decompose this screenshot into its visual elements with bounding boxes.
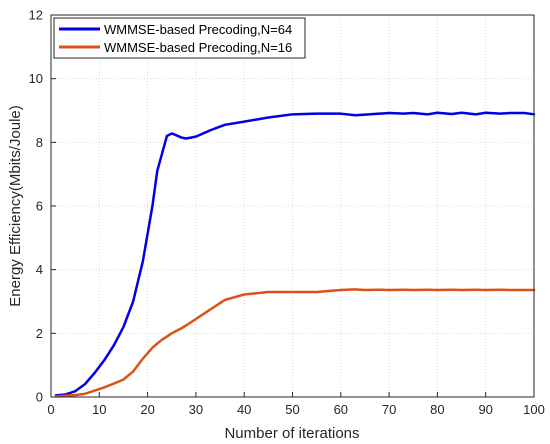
x-tick-label: 50 bbox=[285, 402, 299, 417]
x-tick-label: 60 bbox=[334, 402, 348, 417]
y-tick-label: 2 bbox=[36, 326, 43, 341]
y-tick-label: 10 bbox=[29, 71, 43, 86]
legend: WMMSE-based Precoding,N=64 WMMSE-based P… bbox=[53, 17, 306, 59]
ticks: 0 10 20 30 40 50 60 70 80 90 100 0 2 4 6 8 10 12 bbox=[29, 8, 545, 418]
grid bbox=[51, 15, 534, 397]
series-line-n64 bbox=[54, 111, 536, 397]
y-tick-label: 6 bbox=[36, 199, 43, 214]
x-tick-label: 10 bbox=[92, 402, 106, 417]
y-tick-label: 0 bbox=[36, 390, 43, 405]
x-tick-label: 80 bbox=[430, 402, 444, 417]
legend-label-n16: WMMSE-based Precoding,N=16 bbox=[104, 40, 292, 55]
x-tick-label: 20 bbox=[140, 402, 154, 417]
legend-label-n64: WMMSE-based Precoding,N=64 bbox=[104, 22, 292, 37]
y-axis-label: Energy Efficiency(Mbits/Joule) bbox=[7, 105, 24, 306]
x-tick-label: 0 bbox=[47, 402, 54, 417]
x-tick-label: 100 bbox=[523, 402, 545, 417]
series-layer bbox=[54, 111, 536, 398]
x-tick-label: 90 bbox=[478, 402, 492, 417]
series-line-n16 bbox=[54, 288, 536, 398]
x-axis-label: Number of iterations bbox=[224, 425, 359, 442]
y-tick-label: 8 bbox=[36, 135, 43, 150]
y-tick-label: 12 bbox=[29, 8, 43, 23]
x-tick-label: 70 bbox=[382, 402, 396, 417]
y-tick-label: 4 bbox=[36, 262, 43, 277]
x-tick-label: 40 bbox=[237, 402, 251, 417]
x-tick-label: 30 bbox=[189, 402, 203, 417]
legend-box bbox=[53, 17, 306, 59]
